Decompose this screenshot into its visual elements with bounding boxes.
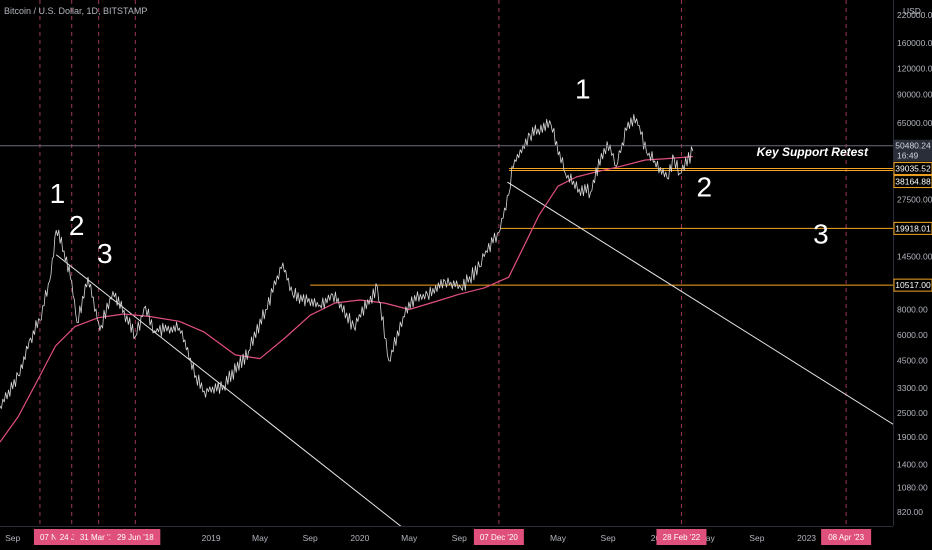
price-tick-label: 6000.00 [897, 330, 928, 340]
wave-label: 2 [697, 172, 713, 203]
time-tick-label: 2019 [202, 533, 221, 543]
price-tick-label: 65000.00 [897, 118, 932, 128]
date-tag-box [656, 529, 707, 545]
price-line [0, 114, 694, 409]
time-tick-label: 2020 [350, 533, 369, 543]
date-tag-label: 29 Jun '18 [117, 533, 154, 542]
price-tick-label: 90000.00 [897, 89, 932, 99]
wave-label: 1 [575, 73, 591, 104]
price-tag-label: 10517.00 [895, 280, 931, 290]
price-axis-background [893, 0, 932, 550]
date-tag: 28 Feb '22 [656, 529, 707, 545]
price-tick-label: 14500.00 [897, 252, 932, 262]
date-tag-box [110, 529, 161, 545]
support-levels [310, 168, 893, 286]
date-tag-label: 31 Mar '18 [80, 533, 118, 542]
price-tick-label: 1400.00 [897, 459, 928, 469]
date-tag-label: 07 Dec '20 [480, 533, 519, 542]
time-tick-label: Sep [601, 533, 616, 543]
date-tag: 29 Jun '18 [110, 529, 161, 545]
time-tick-label: Sep [749, 533, 764, 543]
price-tag-label: 38164.88 [895, 177, 931, 187]
time-axis[interactable]: Sep2019MaySep2020MaySepMaySep202MaySep20… [0, 526, 893, 550]
time-tick-label: May [699, 533, 716, 543]
time-tick-label: May [401, 533, 418, 543]
date-tag-label: 28 Feb '22 [663, 533, 701, 542]
price-tag-label: 19918.01 [895, 223, 931, 233]
key-support-note: Key Support Retest [757, 145, 869, 159]
countdown-label: 16:49 [897, 151, 919, 161]
price-tag: 39035.52 [893, 162, 932, 176]
time-tick-label: Sep [303, 533, 318, 543]
current-price-value: 50480.24 [895, 141, 931, 151]
price-tag: 10517.00 [893, 278, 932, 292]
trendline [507, 181, 894, 425]
price-tick-label: 2500.00 [897, 408, 928, 418]
time-tick-label: Sep [5, 533, 20, 543]
time-tick-label: May [252, 533, 269, 543]
symbol-title: Bitcoin / U.S. Dollar, 1D, BITSTAMP [4, 6, 148, 16]
price-tick-label: 1080.00 [897, 482, 928, 492]
wave-label: 3 [97, 238, 113, 269]
wave-label: 1 [50, 178, 66, 209]
price-tick-label: 8000.00 [897, 304, 928, 314]
price-tick-label: 820.00 [897, 507, 923, 517]
price-tag-box [893, 162, 932, 176]
price-tag: 19918.01 [893, 221, 932, 235]
price-tag-box [893, 278, 932, 292]
current-price-box [894, 139, 932, 162]
wave-label: 3 [813, 218, 829, 249]
date-tag-label: 08 Apr '23 [828, 533, 864, 542]
wave-label: 2 [69, 210, 85, 241]
date-tag: 08 Apr '23 [821, 529, 872, 545]
annotation-note: Key Support Retest [757, 145, 869, 159]
price-tick-label: 27500.00 [897, 195, 932, 205]
price-tag: 38164.88 [893, 175, 932, 189]
price-tag-box [893, 221, 932, 235]
time-tick-label: 2023 [797, 533, 816, 543]
currency-label: USD [903, 6, 921, 16]
price-series [0, 114, 694, 409]
price-tags: 39035.52 38164.88 19918.01 10517.00 50480.24… [893, 139, 932, 292]
time-tick-label: May [550, 533, 567, 543]
date-tag-box [821, 529, 872, 545]
price-tag-box [893, 175, 932, 189]
price-tick-label: 4500.00 [897, 356, 928, 366]
price-tick-label: 1900.00 [897, 432, 928, 442]
date-tag-box [473, 529, 524, 545]
date-tag-label: 24 Jan [60, 533, 84, 542]
time-tick-label: Sep [452, 533, 467, 543]
price-tick-label: 120000.00 [897, 64, 932, 74]
price-tick-label: 160000.00 [897, 38, 932, 48]
price-tick-label: 3300.00 [897, 383, 928, 393]
date-tag: 07 Dec '20 [473, 529, 524, 545]
price-tick-label: 220000.00 [897, 10, 932, 20]
price-tag-label: 39035.52 [895, 164, 931, 174]
